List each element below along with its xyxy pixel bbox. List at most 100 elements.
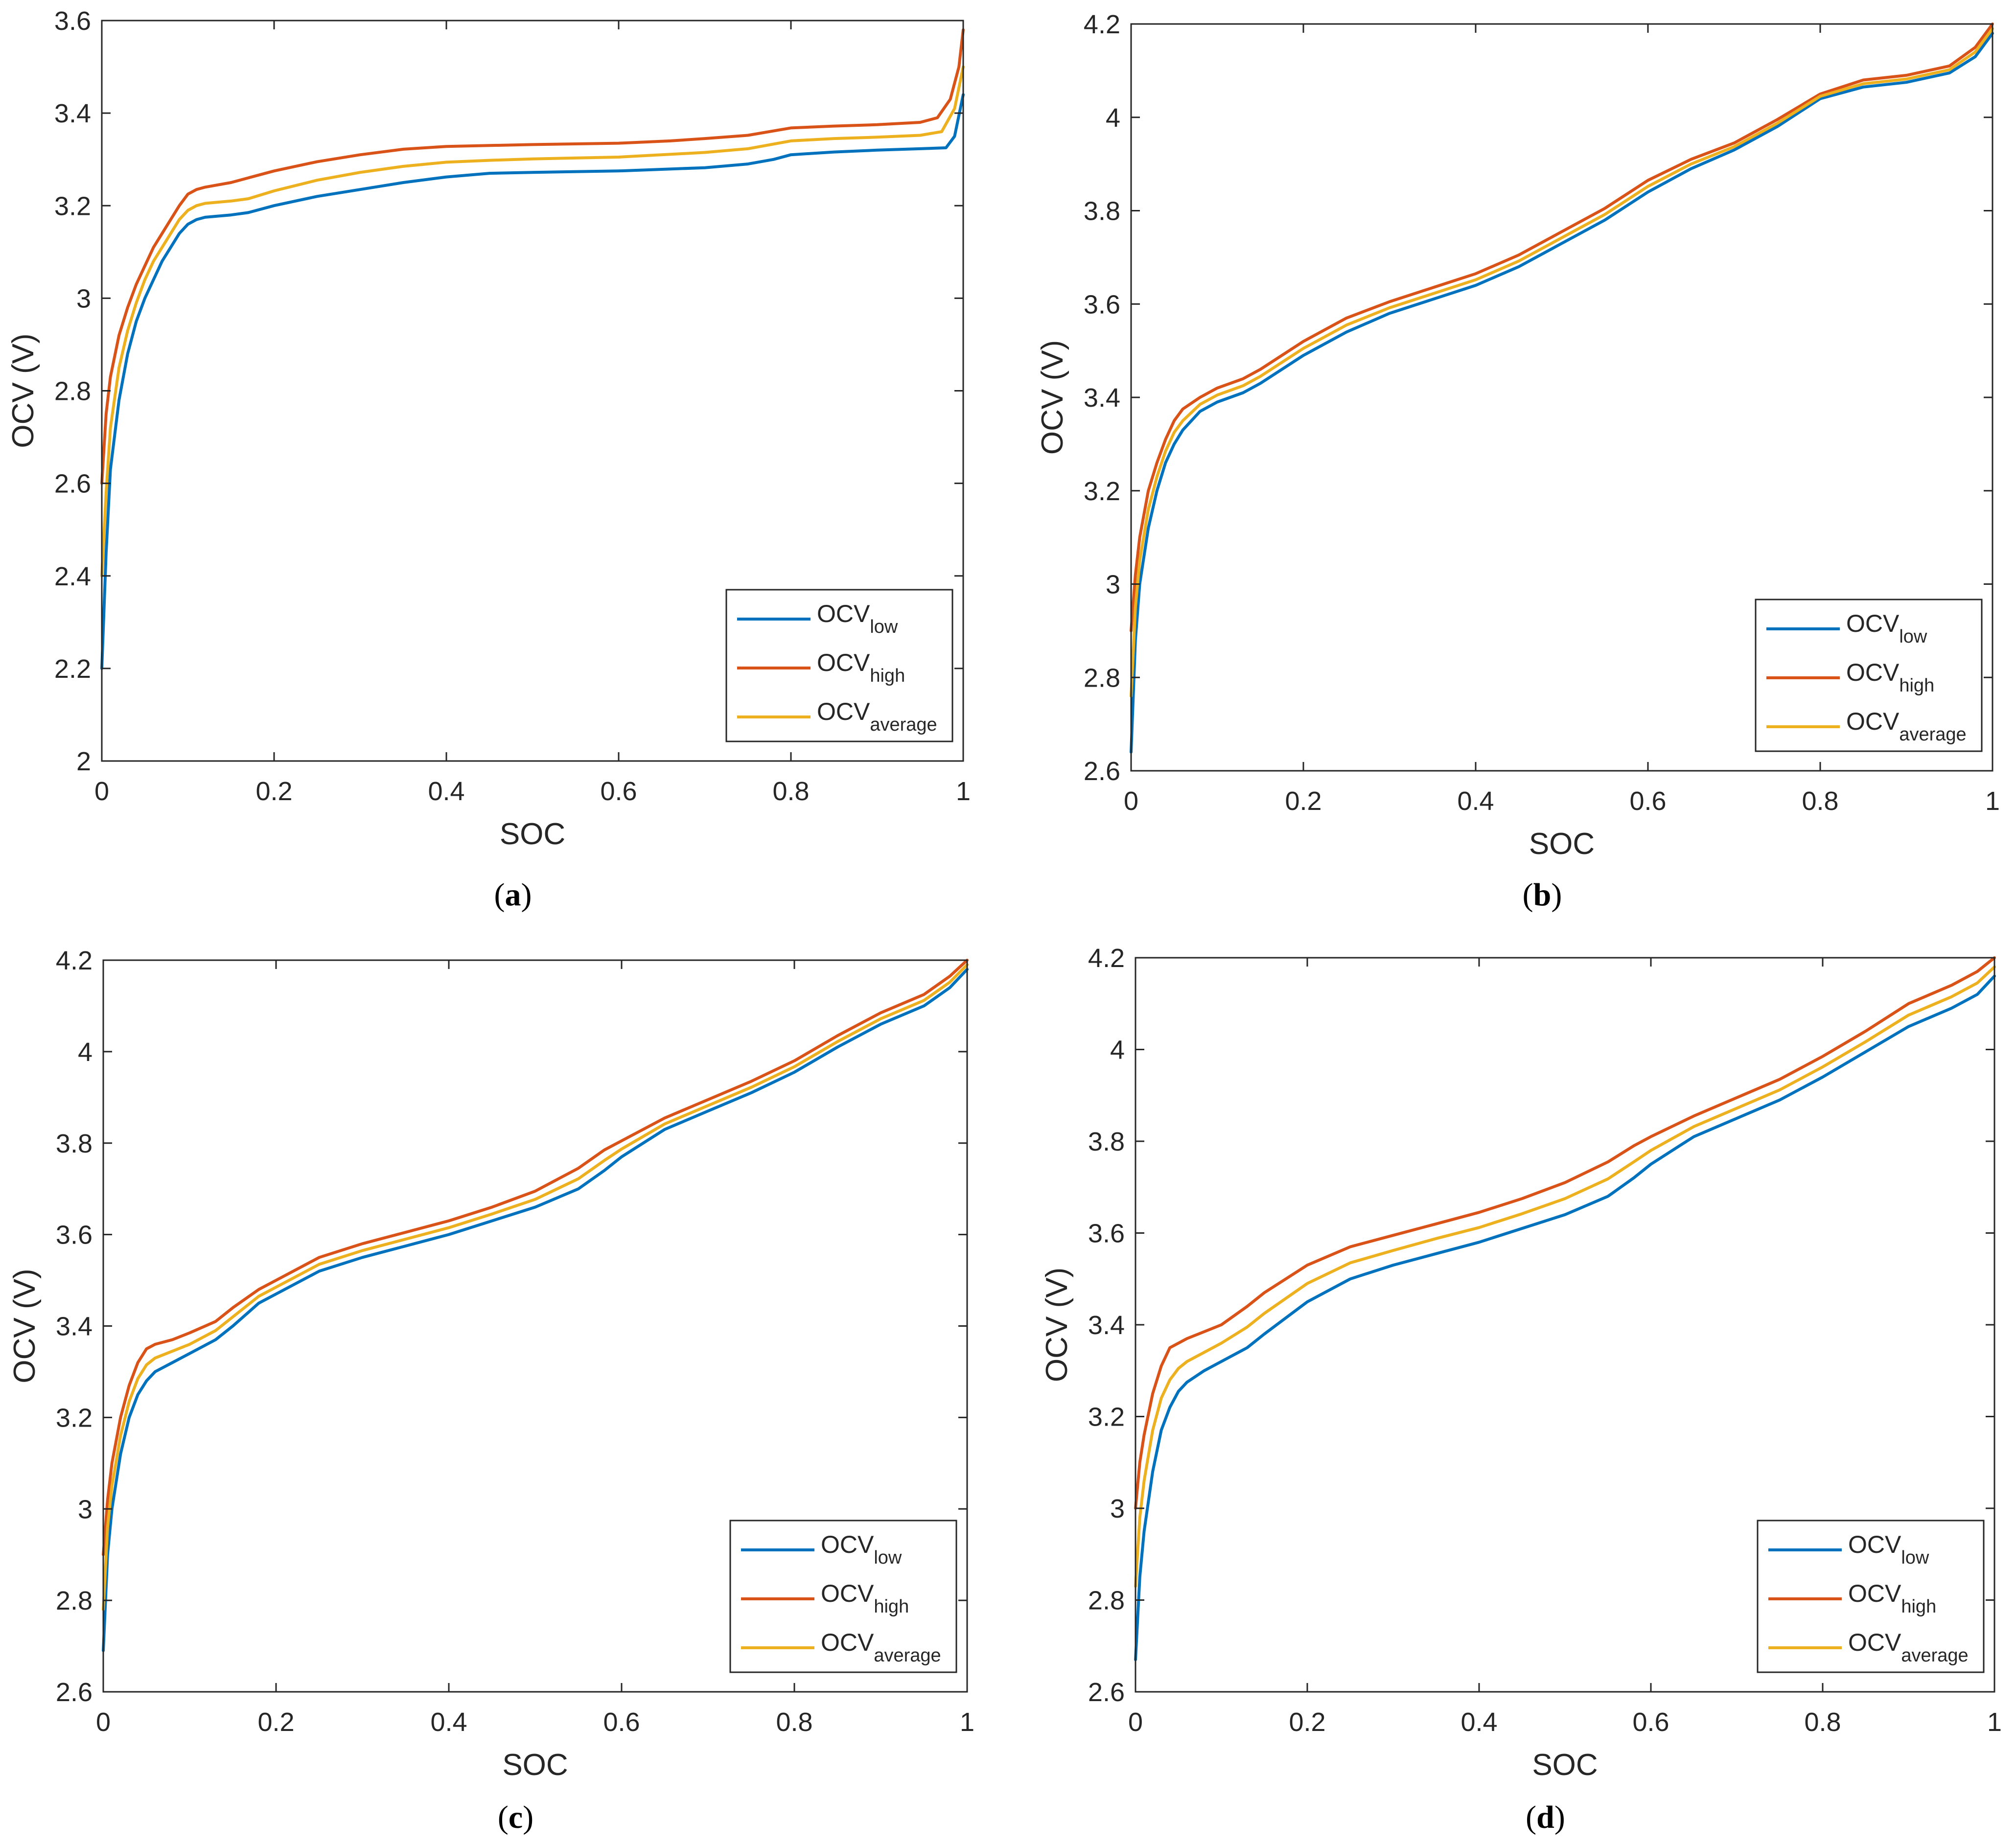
y-tick-label: 4 bbox=[1106, 103, 1120, 133]
legend-label-low: OCVlow bbox=[1846, 610, 1927, 647]
panel-caption-d: (d) bbox=[1526, 1799, 1565, 1835]
y-tick-label: 2.6 bbox=[1088, 1678, 1125, 1707]
x-tick-label: 1 bbox=[1985, 786, 2000, 816]
y-tick-label: 2.6 bbox=[56, 1678, 93, 1707]
legend-label-average: OCVaverage bbox=[817, 698, 937, 735]
x-axis-label: SOC bbox=[500, 817, 565, 851]
y-tick-label: 4.2 bbox=[56, 946, 93, 975]
y-tick-label: 2 bbox=[76, 747, 91, 776]
x-tick-label: 0.4 bbox=[1457, 786, 1494, 816]
x-tick-label: 0 bbox=[1128, 1707, 1143, 1737]
series-line-high bbox=[102, 959, 969, 1556]
chart-panel-c: 0 0.2 0.4 0.6 0.8 1 2.6 2.8 3 3.2 3.4 3.6 3.8 4 4.2 SOC… bbox=[8, 946, 974, 1835]
series-group bbox=[1130, 23, 1994, 754]
y-tick-label: 4 bbox=[1110, 1036, 1125, 1065]
legend-label-low: OCVlow bbox=[1848, 1531, 1929, 1568]
legend-label-average: OCVaverage bbox=[1846, 708, 1967, 745]
x-tick-label: 0 bbox=[1124, 786, 1138, 816]
x-tick-label: 1 bbox=[960, 1707, 974, 1737]
legend: OCVlow OCVhigh OCVaverage bbox=[1757, 1520, 1985, 1673]
x-axis-label: SOC bbox=[1529, 827, 1595, 861]
y-tick-label: 3.4 bbox=[1088, 1311, 1125, 1340]
series-line-average bbox=[1130, 27, 1994, 698]
x-tick-label: 0.8 bbox=[1804, 1707, 1841, 1737]
legend-label-high: OCVhigh bbox=[821, 1580, 909, 1617]
x-tick-label: 1 bbox=[1987, 1707, 2002, 1737]
x-axis-label: SOC bbox=[1532, 1748, 1598, 1782]
x-tick-label: 0.4 bbox=[430, 1707, 467, 1737]
series-line-low bbox=[1130, 32, 1994, 754]
y-axis-label: OCV (V) bbox=[8, 1268, 42, 1383]
x-tick-label: 0.2 bbox=[257, 1707, 294, 1737]
series-line-low bbox=[1134, 974, 1996, 1661]
y-tick-label: 3 bbox=[1106, 570, 1120, 600]
y-tick-label: 3.8 bbox=[1088, 1127, 1125, 1156]
y-tick-label: 3.6 bbox=[54, 6, 91, 36]
chart-panel-d: 0 0.2 0.4 0.6 0.8 1 2.6 2.8 3 3.2 3.4 3.6 3.8 4 4.2 SOC… bbox=[1040, 944, 2002, 1835]
y-axis-label: OCV (V) bbox=[1036, 340, 1069, 455]
x-tick-label: 0.8 bbox=[1802, 786, 1838, 816]
x-tick-label: 0.6 bbox=[600, 777, 637, 806]
y-tick-label: 2.4 bbox=[54, 562, 91, 591]
legend-label-low: OCVlow bbox=[817, 600, 898, 637]
series-line-low bbox=[100, 93, 965, 670]
y-tick-label: 3.4 bbox=[1084, 383, 1120, 413]
x-tick-label: 0.6 bbox=[1632, 1707, 1669, 1737]
y-tick-label: 2.8 bbox=[1084, 663, 1120, 692]
y-tick-label: 2.6 bbox=[1084, 757, 1120, 786]
y-tick-label: 2.6 bbox=[54, 469, 91, 499]
panel-caption-a: (a) bbox=[494, 877, 532, 913]
x-tick-label: 0.6 bbox=[1629, 786, 1666, 816]
y-tick-label: 3 bbox=[78, 1495, 93, 1524]
y-tick-label: 4.2 bbox=[1088, 944, 1125, 973]
y-tick-label: 2.8 bbox=[56, 1586, 93, 1615]
series-line-low bbox=[102, 968, 969, 1652]
y-tick-label: 3 bbox=[1110, 1494, 1125, 1523]
y-tick-label: 3.2 bbox=[56, 1403, 93, 1432]
series-line-average bbox=[100, 65, 965, 577]
y-tick-label: 2.8 bbox=[54, 377, 91, 406]
legend-label-average: OCVaverage bbox=[1848, 1629, 1969, 1666]
y-tick-label: 3.2 bbox=[54, 191, 91, 221]
y-tick-label: 3.4 bbox=[56, 1312, 93, 1341]
x-tick-label: 0.2 bbox=[255, 777, 292, 806]
series-group bbox=[100, 28, 965, 670]
y-tick-label: 3 bbox=[76, 284, 91, 313]
panel-caption-b: (b) bbox=[1523, 877, 1562, 913]
chart-panel-a: 0 0.2 0.4 0.6 0.8 1 2 2.2 2.4 2.6 2.8 3 3.2 3.4 3.6 SOC… bbox=[6, 6, 971, 913]
y-tick-label: 3.4 bbox=[54, 99, 91, 128]
x-tick-label: 0.4 bbox=[1460, 1707, 1497, 1737]
y-tick-label: 4.2 bbox=[1084, 10, 1120, 39]
legend: OCVlow OCVhigh OCVaverage bbox=[1755, 599, 1983, 752]
y-tick-label: 3.6 bbox=[1088, 1219, 1125, 1248]
y-tick-label: 2.2 bbox=[54, 654, 91, 684]
series-line-average bbox=[1134, 965, 1996, 1588]
y-tick-label: 3.2 bbox=[1084, 477, 1120, 506]
y-tick-label: 3.8 bbox=[1084, 197, 1120, 226]
legend-label-high: OCVhigh bbox=[1848, 1580, 1936, 1617]
y-tick-label: 3.8 bbox=[56, 1129, 93, 1158]
series-group bbox=[102, 959, 969, 1652]
y-tick-label: 3.6 bbox=[1084, 290, 1120, 319]
y-tick-label: 4 bbox=[78, 1038, 93, 1067]
chart-panel-b: 0 0.2 0.4 0.6 0.8 1 2.6 2.8 3 3.2 3.4 3.6 3.8 4 4.2 SOC… bbox=[1036, 10, 2000, 913]
x-tick-label: 0.6 bbox=[603, 1707, 640, 1737]
x-tick-label: 0.2 bbox=[1285, 786, 1321, 816]
legend-label-average: OCVaverage bbox=[821, 1629, 941, 1666]
x-tick-label: 0.8 bbox=[776, 1707, 812, 1737]
x-tick-label: 0 bbox=[94, 777, 109, 806]
series-line-high bbox=[100, 28, 965, 485]
y-axis-label: OCV (V) bbox=[6, 333, 40, 448]
x-axis-label: SOC bbox=[502, 1748, 568, 1782]
series-line-high bbox=[1134, 956, 1996, 1510]
y-tick-label: 3.6 bbox=[56, 1221, 93, 1250]
x-tick-label: 0.4 bbox=[428, 777, 464, 806]
panel-caption-c: (c) bbox=[498, 1799, 533, 1835]
legend-label-high: OCVhigh bbox=[817, 649, 905, 686]
x-tick-label: 0.8 bbox=[772, 777, 809, 806]
series-line-high bbox=[1130, 23, 1994, 632]
x-tick-label: 0 bbox=[96, 1707, 111, 1737]
legend: OCVlow OCVhigh OCVaverage bbox=[725, 589, 953, 742]
series-group bbox=[1134, 956, 1996, 1661]
legend-label-high: OCVhigh bbox=[1846, 659, 1934, 696]
